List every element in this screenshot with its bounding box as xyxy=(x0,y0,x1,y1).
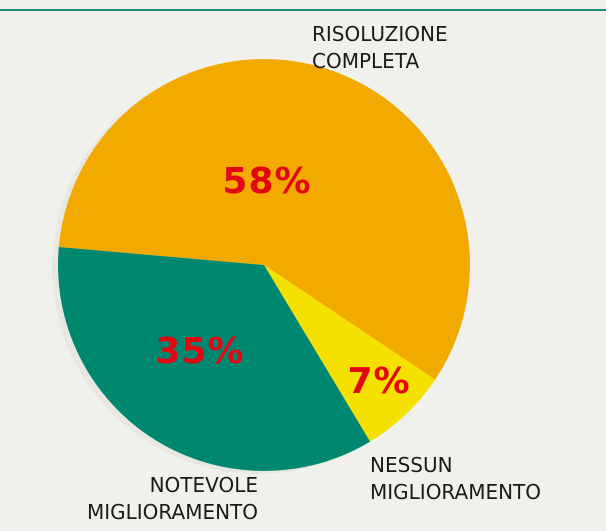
value-label: 7% xyxy=(347,361,410,402)
pie-slice xyxy=(58,59,470,380)
pie-slice xyxy=(57,247,371,472)
category-label: NESSUN MIGLIORAMENTO xyxy=(370,453,541,504)
pie-slice xyxy=(264,265,436,442)
value-label: 35% xyxy=(155,331,244,372)
category-label: RISOLUZIONE COMPLETA xyxy=(312,22,448,73)
category-label: NOTEVOLE MIGLIORAMENTO xyxy=(87,473,258,524)
value-label: 58% xyxy=(222,161,311,202)
